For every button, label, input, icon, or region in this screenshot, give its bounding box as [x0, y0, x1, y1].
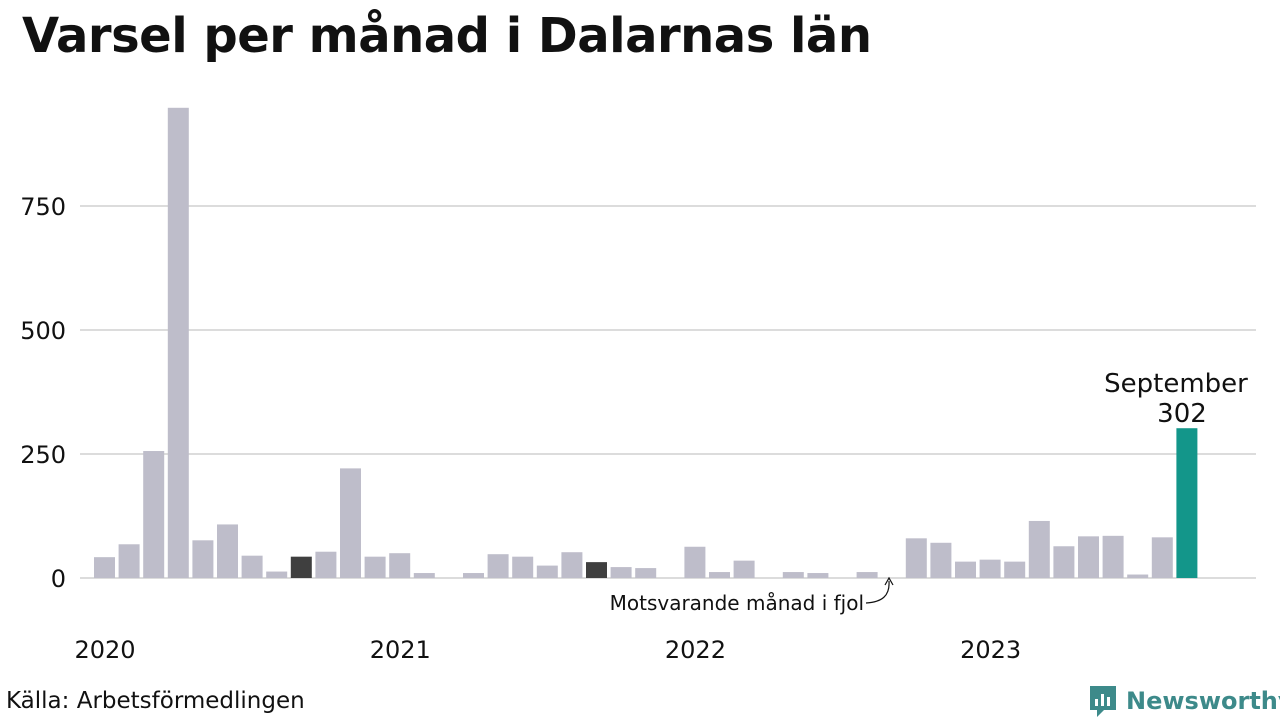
y-axis-ticks: 0 250 500 750 — [20, 193, 66, 593]
gridlines — [80, 205, 1256, 579]
bar — [807, 573, 829, 578]
newsworthy-logo-icon — [1090, 686, 1116, 717]
bar — [1127, 574, 1149, 578]
brand-name: Newsworthy — [1126, 687, 1280, 715]
bar-current-month — [1176, 428, 1198, 578]
y-tick-label: 500 — [20, 317, 66, 345]
x-tick-label: 2021 — [370, 636, 431, 664]
previous-year-annotation: Motsvarande månad i fjol — [610, 576, 894, 615]
bar — [167, 107, 189, 579]
bar — [192, 540, 214, 578]
bar — [389, 553, 411, 578]
bar — [905, 538, 927, 578]
source-note: Källa: Arbetsförmedlingen — [6, 688, 305, 714]
bar — [856, 572, 878, 578]
bar — [94, 557, 115, 578]
x-tick-label: 2023 — [960, 636, 1021, 664]
bar — [241, 555, 263, 578]
annotation-text: Motsvarande månad i fjol — [610, 591, 864, 615]
bar — [930, 542, 952, 578]
annotation-arrow — [865, 580, 890, 604]
x-tick-label: 2020 — [75, 636, 136, 664]
bar — [340, 468, 361, 578]
bar — [315, 551, 337, 578]
highlight-value-label: 302 — [1157, 399, 1207, 429]
bar — [733, 560, 755, 578]
bar — [1102, 535, 1124, 578]
annotation-arrowhead — [884, 576, 894, 586]
bar — [512, 556, 534, 578]
bars — [94, 107, 1198, 579]
bar — [955, 561, 976, 578]
y-tick-label: 250 — [20, 441, 66, 469]
bar — [413, 573, 435, 578]
bar — [979, 559, 1001, 578]
x-axis-year-labels: 2020 2021 2022 2023 — [75, 636, 1022, 664]
bar — [143, 451, 165, 578]
bar — [1004, 561, 1026, 578]
bar-previous-year — [290, 556, 312, 578]
bar — [1028, 520, 1050, 578]
brand-logo: Newsworthy — [1088, 684, 1280, 718]
bar — [266, 571, 288, 578]
bar — [635, 568, 657, 578]
bar — [684, 546, 706, 578]
bar — [1078, 536, 1099, 578]
y-tick-label: 750 — [20, 193, 66, 221]
chart-title: Varsel per månad i Dalarnas län — [22, 8, 872, 64]
bar — [217, 524, 238, 578]
bar — [610, 567, 632, 578]
bar — [782, 572, 804, 578]
bar — [487, 554, 509, 578]
highlight-month-label: September — [1104, 369, 1248, 399]
bar — [364, 556, 386, 578]
y-tick-label: 0 — [51, 565, 66, 593]
bar — [709, 572, 730, 578]
bar — [1053, 546, 1075, 578]
bar — [536, 565, 558, 578]
bar — [1151, 537, 1173, 578]
bar — [463, 573, 484, 578]
bar-previous-year — [586, 562, 607, 578]
bar — [118, 544, 140, 578]
x-tick-label: 2022 — [665, 636, 726, 664]
highlight-label: September 302 — [1104, 369, 1248, 429]
bar — [561, 552, 583, 578]
